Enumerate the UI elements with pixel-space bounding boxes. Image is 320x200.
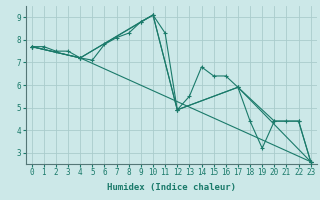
X-axis label: Humidex (Indice chaleur): Humidex (Indice chaleur) <box>107 183 236 192</box>
